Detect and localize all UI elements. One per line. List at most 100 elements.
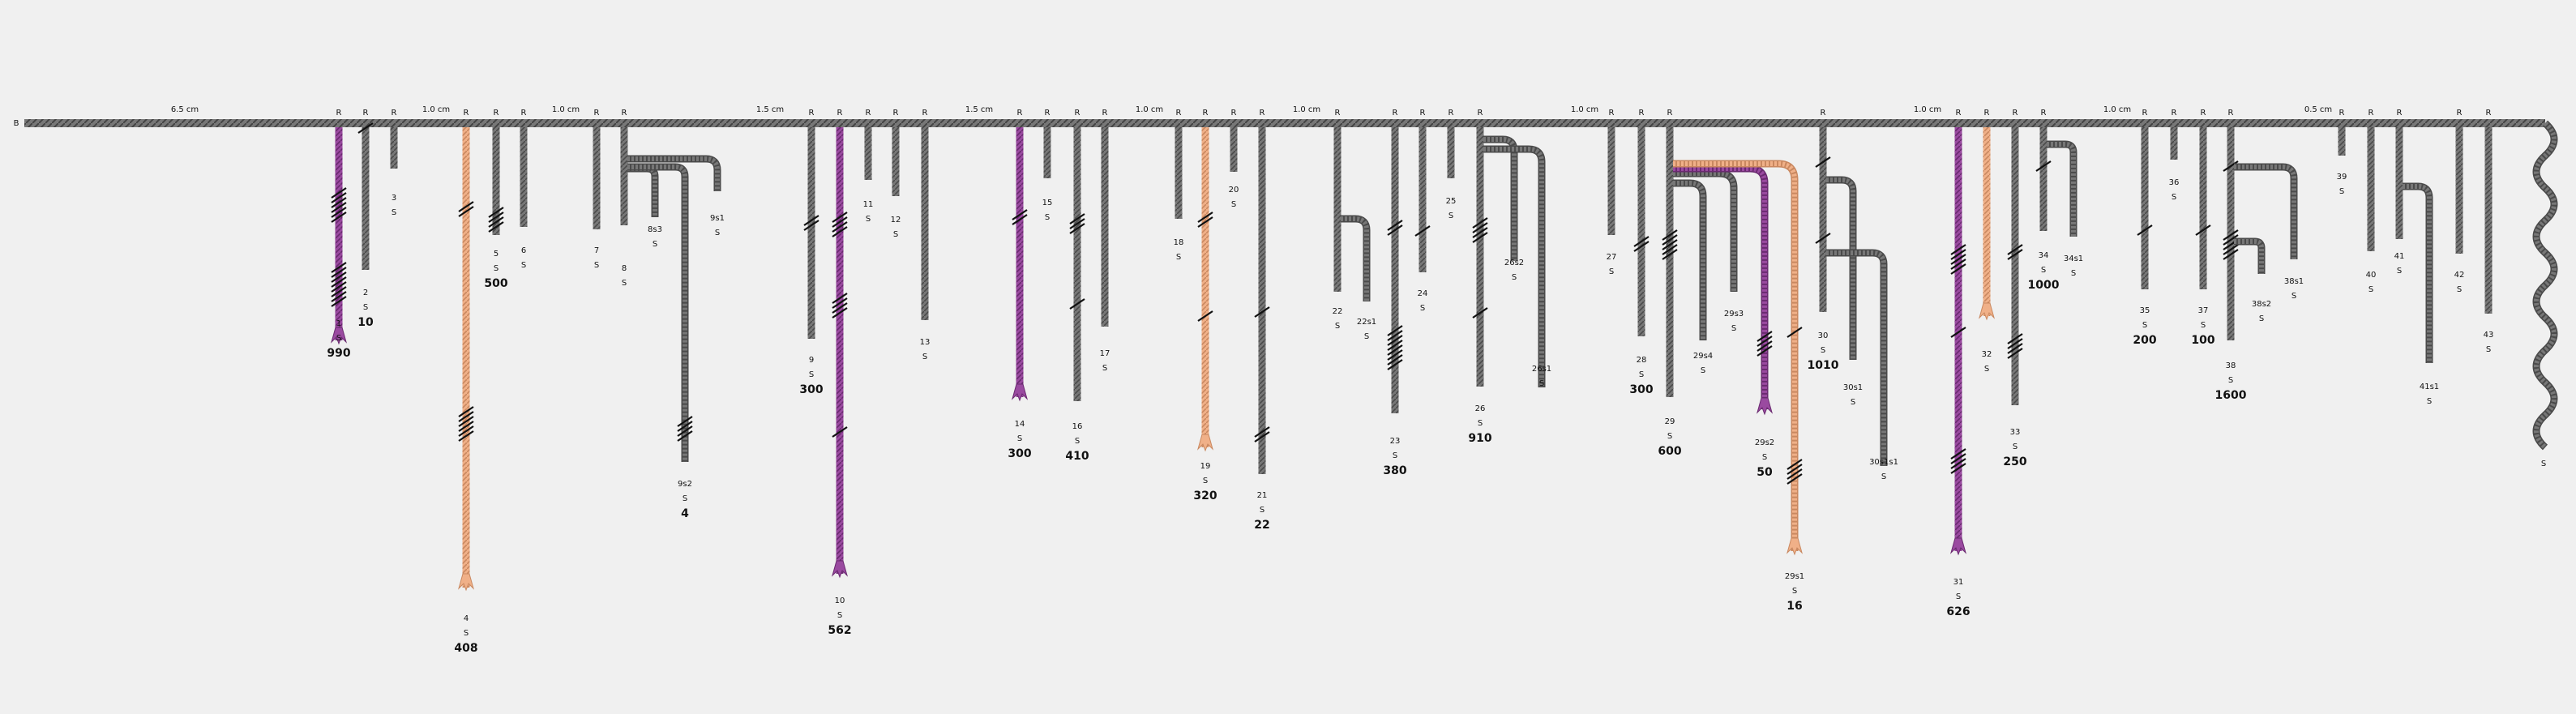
- pendant-36-attach: R: [2172, 109, 2177, 118]
- pendant-25-attach: R: [1448, 109, 1454, 118]
- pendant-16-spin: S: [1075, 437, 1080, 446]
- subsidiary-8s3-spin: S: [653, 240, 657, 249]
- pendant-43-number: 43: [2484, 331, 2494, 340]
- subsidiary-29s1-knot: [1787, 473, 1803, 485]
- pendant-28-knot: [1633, 236, 1650, 247]
- pendant-33-knot: [2007, 333, 2023, 344]
- pendant-39-number: 39: [2337, 173, 2347, 182]
- pendant-32-tassel: [1979, 302, 1995, 321]
- primary-cord-layer: [24, 119, 2545, 127]
- pendant-29-knot: [1662, 229, 1678, 241]
- pendant-15-cord: [1043, 127, 1051, 178]
- pendant-20-number: 20: [1229, 186, 1239, 195]
- pendant-37-attach: R: [2201, 109, 2206, 118]
- pendant-27-attach: R: [1609, 109, 1615, 118]
- pendant-34-knot: [2035, 160, 2052, 172]
- pendant-1-attach: R: [336, 109, 342, 118]
- pendant-23-cord: [1391, 127, 1399, 413]
- pendant-34-number: 34: [2039, 251, 2049, 260]
- pendant-16-cord: [1073, 127, 1081, 401]
- pendant-31-tassel: [1950, 537, 1966, 556]
- pendant-21-number: 21: [1257, 491, 1268, 500]
- spacing-label: 1.0 cm: [422, 105, 450, 114]
- pendant-22-cord: [1333, 127, 1341, 292]
- spacing-label: 1.0 cm: [552, 105, 580, 114]
- pendant-30-cord: [1819, 127, 1827, 312]
- pendant-21-knot: [1254, 306, 1270, 318]
- end-cord: [2534, 121, 2557, 450]
- pendant-30-number: 30: [1818, 331, 1829, 340]
- labels-layer: B 6.5 cm 1.0 cm 1.0 cm 1.5 cm 1.5 cm 1.0 cm 1.0…: [14, 105, 2547, 655]
- subsidiary-29s1-tassel: [1787, 537, 1803, 556]
- pendant-33-number: 33: [2010, 428, 2021, 437]
- pendant-4-cord: [462, 127, 470, 588]
- pendant-19-knot: [1197, 212, 1213, 223]
- pendant-43-attach: R: [2486, 109, 2492, 118]
- subsidiary-29s3-spin: S: [1731, 324, 1736, 333]
- pendant-35-value: 200: [2133, 334, 2156, 347]
- pendant-15-spin: S: [1045, 213, 1050, 222]
- pendant-7-cord: [593, 127, 601, 229]
- pendant-3-spin: S: [392, 208, 396, 217]
- pendant-23-knot: [1387, 340, 1403, 351]
- pendant-34-cord: [2039, 127, 2048, 231]
- pendant-1-value: 990: [327, 347, 350, 360]
- pendant-1-knot: [331, 192, 347, 203]
- subsidiary-29s2-cord: [1673, 166, 1767, 409]
- pendant-19-number: 19: [1200, 462, 1211, 471]
- pendant-25-cord: [1447, 127, 1455, 178]
- pendant-30-knot: [1815, 233, 1831, 244]
- subsidiary-26s2-cord: [1483, 137, 1517, 261]
- pendant-33-knot: [2007, 343, 2023, 354]
- subsidiary-29s2-value: 50: [1757, 466, 1773, 479]
- pendant-28-number: 28: [1637, 356, 1647, 365]
- pendant-35-cord: [2141, 127, 2149, 289]
- subsidiary-30s1s1-number: 30s1s1: [1869, 458, 1898, 467]
- subsidiary-22s1-cord: [1341, 216, 1369, 301]
- pendant-9-knot: [803, 220, 819, 231]
- pendant-8-cord: [620, 127, 628, 225]
- pendant-31-knot: [1950, 263, 1966, 275]
- subsidiary-41s1-spin: S: [2427, 397, 2432, 406]
- pendant-1-knot: [331, 296, 347, 307]
- pendant-19-spin: S: [1203, 477, 1208, 485]
- subsidiary-30s1s1-spin: S: [1881, 472, 1886, 481]
- subsidiary-38s1-number: 38s1: [2284, 277, 2304, 286]
- pendant-23-knot: [1387, 354, 1403, 366]
- subsidiary-9s2-knot: [677, 421, 693, 432]
- pendant-21-knot: [1254, 431, 1270, 443]
- pendant-9-cord: [807, 127, 815, 339]
- pendant-28-value: 300: [1629, 383, 1653, 396]
- pendant-40-cord: [2367, 127, 2375, 251]
- pendant-23-knot: [1387, 325, 1403, 336]
- pendant-31-knot: [1950, 448, 1966, 460]
- pendant-7-attach: R: [594, 109, 600, 118]
- pendant-34-attach: R: [2041, 109, 2047, 118]
- end-cord-spin: S: [2541, 460, 2546, 468]
- pendant-23-knot: [1387, 224, 1403, 236]
- pendant-5-knot: [488, 221, 504, 233]
- pendant-24-spin: S: [1420, 304, 1425, 313]
- pendant-11-spin: S: [866, 215, 871, 224]
- spacing-label: 1.5 cm: [756, 105, 784, 114]
- subsidiary-38s1-cord: [2234, 165, 2296, 259]
- pendant-30-value: 1010: [1808, 359, 1839, 372]
- pendant-26-cord: [1476, 127, 1484, 387]
- pendant-28-cord: [1637, 127, 1645, 336]
- subsidiary-9s2-number: 9s2: [678, 480, 692, 489]
- pendant-42-cord: [2455, 127, 2463, 254]
- subsidiary-26s1-cord: [1483, 147, 1544, 387]
- pendant-10-knot: [832, 426, 848, 438]
- pendant-26-value: 910: [1468, 432, 1491, 445]
- pendant-12-spin: S: [893, 230, 898, 239]
- pendant-40-number: 40: [2366, 271, 2377, 280]
- pendant-36-cord: [2170, 127, 2178, 160]
- subsidiary-9s2-value: 4: [681, 507, 689, 520]
- subsidiary-34s1-cord: [2047, 140, 2077, 237]
- pendant-13-attach: R: [922, 109, 928, 118]
- pendant-3-attach: R: [392, 109, 397, 118]
- spacing-label: 1.0 cm: [1914, 105, 1941, 114]
- pendant-31-knot: [1950, 458, 1966, 469]
- subsidiary-8s3-cord: [627, 166, 657, 217]
- subsidiary-22s1-number: 22s1: [1357, 318, 1376, 327]
